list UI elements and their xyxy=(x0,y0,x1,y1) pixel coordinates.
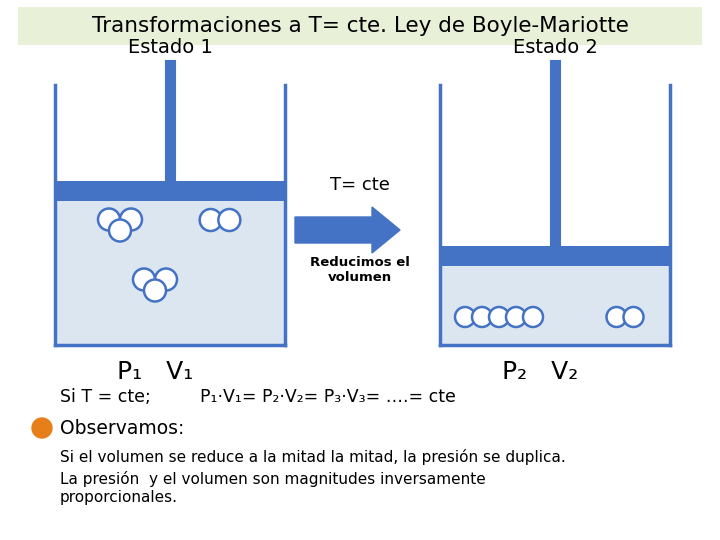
Bar xyxy=(440,246,670,266)
Circle shape xyxy=(472,307,492,327)
Text: Reducimos el
volumen: Reducimos el volumen xyxy=(310,256,410,284)
Circle shape xyxy=(506,307,526,327)
Text: T= cte: T= cte xyxy=(330,176,390,194)
Circle shape xyxy=(155,268,177,291)
FancyBboxPatch shape xyxy=(18,7,702,45)
Text: P₁·V₁= P₂·V₂= P₃·V₃= ….= cte: P₁·V₁= P₂·V₂= P₃·V₃= ….= cte xyxy=(200,388,456,406)
Text: P₁   V₁: P₁ V₁ xyxy=(117,360,193,384)
Text: Observamos:: Observamos: xyxy=(60,418,184,437)
Circle shape xyxy=(606,307,626,327)
Circle shape xyxy=(523,307,543,327)
Text: La presión  y el volumen son magnitudes inversamente
proporcionales.: La presión y el volumen son magnitudes i… xyxy=(60,471,486,505)
FancyArrow shape xyxy=(295,207,400,253)
Text: Estado 1: Estado 1 xyxy=(127,38,212,57)
Circle shape xyxy=(32,418,52,438)
Bar xyxy=(55,181,285,201)
Circle shape xyxy=(218,209,240,231)
Circle shape xyxy=(109,219,131,241)
Circle shape xyxy=(133,268,155,291)
Circle shape xyxy=(98,208,120,231)
Bar xyxy=(440,266,670,345)
Text: Si el volumen se reduce a la mitad la mitad, la presión se duplica.: Si el volumen se reduce a la mitad la mi… xyxy=(60,449,566,465)
Circle shape xyxy=(489,307,509,327)
Circle shape xyxy=(199,209,222,231)
Bar xyxy=(55,201,285,345)
Circle shape xyxy=(144,280,166,301)
Circle shape xyxy=(624,307,644,327)
Circle shape xyxy=(455,307,475,327)
Text: Si T = cte;: Si T = cte; xyxy=(60,388,150,406)
Text: Transformaciones a T= cte. Ley de Boyle-Mariotte: Transformaciones a T= cte. Ley de Boyle-… xyxy=(91,16,629,36)
Text: P₂   V₂: P₂ V₂ xyxy=(502,360,578,384)
Circle shape xyxy=(120,208,142,231)
Text: Estado 2: Estado 2 xyxy=(513,38,598,57)
